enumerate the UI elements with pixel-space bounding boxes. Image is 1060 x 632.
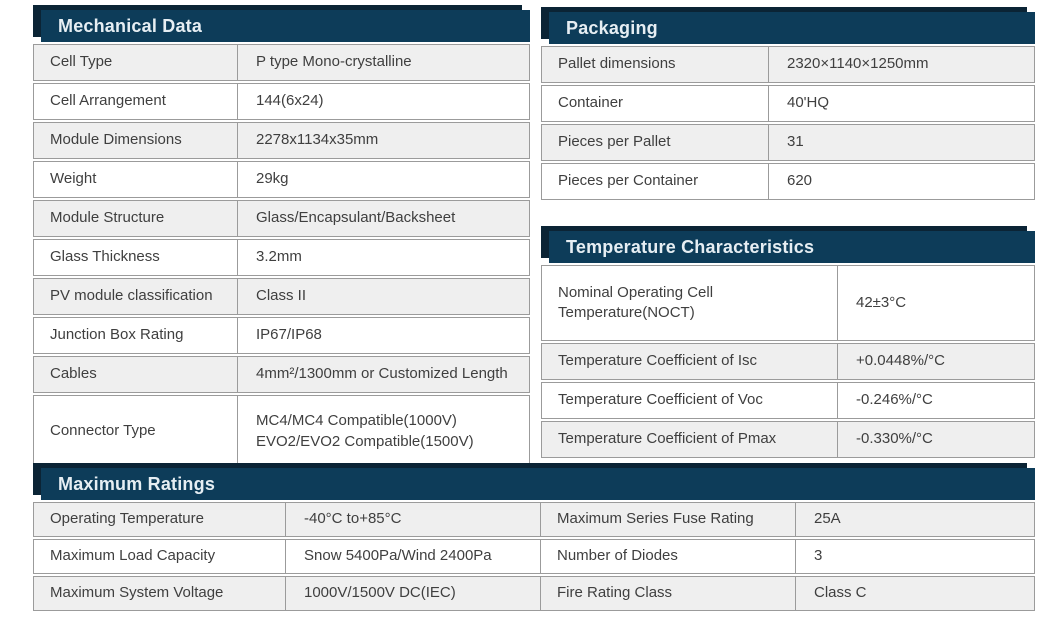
maximum-ratings-header: Maximum Ratings	[33, 463, 1035, 500]
row-label: Maximum Load Capacity	[34, 540, 286, 573]
row-label: Maximum System Voltage	[34, 577, 286, 610]
mechanical-data-body: Cell Type P type Mono-crystalline Cell A…	[33, 44, 530, 468]
row-label: Cables	[34, 357, 238, 392]
row-value: 31	[787, 133, 804, 151]
temperature-body: Nominal Operating Cell Temperature(NOCT)…	[541, 265, 1035, 458]
table-row: Maximum System Voltage 1000V/1500V DC(IE…	[33, 576, 1035, 611]
table-row: Module Dimensions 2278x1134x35mm	[33, 122, 530, 159]
row-value: 2278x1134x35mm	[256, 131, 379, 149]
packaging-header: Packaging	[541, 7, 1035, 44]
row-value: 620	[787, 172, 813, 190]
table-row: Nominal Operating Cell Temperature(NOCT)…	[541, 265, 1035, 341]
row-label: Cell Arrangement	[34, 84, 238, 119]
row-label: Module Dimensions	[34, 123, 238, 158]
table-row: Temperature Coefficient of Isc +0.0448%/…	[541, 343, 1035, 380]
row-value: 42±3°C	[856, 293, 907, 311]
row-label: Maximum Series Fuse Rating	[541, 503, 796, 536]
row-label: Weight	[34, 162, 238, 197]
row-label: Fire Rating Class	[541, 577, 796, 610]
table-title: Temperature Characteristics	[549, 231, 1035, 263]
table-row: Container 40'HQ	[541, 85, 1035, 122]
table-row: Maximum Load Capacity Snow 5400Pa/Wind 2…	[33, 539, 1035, 574]
packaging-table: Packaging Pallet dimensions 2320×1140×12…	[541, 7, 1035, 200]
row-label: Operating Temperature	[34, 503, 286, 536]
temperature-characteristics-table: Temperature Characteristics Nominal Oper…	[541, 226, 1035, 458]
maximum-ratings-body: Operating Temperature -40°C to+85°C Maxi…	[33, 502, 1035, 611]
row-value: -0.330%/°C	[856, 430, 933, 448]
row-value: P type Mono-crystalline	[256, 53, 412, 71]
table-row: Temperature Coefficient of Pmax -0.330%/…	[541, 421, 1035, 458]
table-row: Weight 29kg	[33, 161, 530, 198]
row-label: Nominal Operating Cell Temperature(NOCT)	[542, 266, 838, 340]
row-label: Container	[542, 86, 769, 121]
row-label: PV module classification	[34, 279, 238, 314]
row-value: 3.2mm	[256, 248, 302, 266]
row-label: Pieces per Container	[542, 164, 769, 199]
table-row: Glass Thickness 3.2mm	[33, 239, 530, 276]
packaging-body: Pallet dimensions 2320×1140×1250mm Conta…	[541, 46, 1035, 200]
row-label: Pieces per Pallet	[542, 125, 769, 160]
row-value: 29kg	[256, 170, 289, 188]
table-row: Pieces per Container 620	[541, 163, 1035, 200]
row-value: 25A	[814, 510, 841, 528]
table-title: Packaging	[549, 12, 1035, 44]
row-label: Temperature Coefficient of Voc	[542, 383, 838, 418]
table-row: Connector Type MC4/MC4 Compatible(1000V)…	[33, 395, 530, 468]
row-value: Snow 5400Pa/Wind 2400Pa	[286, 540, 541, 573]
row-label: Pallet dimensions	[542, 47, 769, 82]
table-row: Operating Temperature -40°C to+85°C Maxi…	[33, 502, 1035, 537]
row-value: 4mm²/1300mm or Customized Length	[256, 365, 508, 383]
row-label: Number of Diodes	[541, 540, 796, 573]
row-label: Temperature Coefficient of Pmax	[542, 422, 838, 457]
table-title: Maximum Ratings	[41, 468, 1035, 500]
row-value: 2320×1140×1250mm	[787, 55, 929, 73]
temperature-header: Temperature Characteristics	[541, 226, 1035, 263]
row-value: Class C	[814, 584, 867, 602]
row-value: MC4/MC4 Compatible(1000V) EVO2/EVO2 Comp…	[256, 412, 474, 450]
table-row: Pallet dimensions 2320×1140×1250mm	[541, 46, 1035, 83]
row-value: -0.246%/°C	[856, 391, 933, 409]
mechanical-data-header: Mechanical Data	[33, 5, 530, 42]
table-row: Cell Arrangement 144(6x24)	[33, 83, 530, 120]
row-value: Glass/Encapsulant/Backsheet	[256, 209, 456, 227]
mechanical-data-table: Mechanical Data Cell Type P type Mono-cr…	[33, 5, 530, 468]
row-value: Class II	[256, 287, 307, 305]
row-value: -40°C to+85°C	[286, 503, 541, 536]
table-row: Cell Type P type Mono-crystalline	[33, 44, 530, 81]
row-label: Module Structure	[34, 201, 238, 236]
row-value: 40'HQ	[787, 94, 830, 112]
row-label: Glass Thickness	[34, 240, 238, 275]
row-value: IP67/IP68	[256, 326, 322, 344]
maximum-ratings-table: Maximum Ratings Operating Temperature -4…	[33, 463, 1035, 611]
table-row: PV module classification Class II	[33, 278, 530, 315]
row-label: Temperature Coefficient of Isc	[542, 344, 838, 379]
table-row: Temperature Coefficient of Voc -0.246%/°…	[541, 382, 1035, 419]
row-label: Junction Box Rating	[34, 318, 238, 353]
row-label: Cell Type	[34, 45, 238, 80]
table-row: Pieces per Pallet 31	[541, 124, 1035, 161]
row-value: 144(6x24)	[256, 92, 324, 110]
row-value: +0.0448%/°C	[856, 352, 945, 370]
row-value: 1000V/1500V DC(IEC)	[286, 577, 541, 610]
table-title: Mechanical Data	[41, 10, 530, 42]
table-row: Cables 4mm²/1300mm or Customized Length	[33, 356, 530, 393]
row-value: 3	[814, 547, 823, 565]
row-label: Connector Type	[34, 396, 238, 467]
table-row: Module Structure Glass/Encapsulant/Backs…	[33, 200, 530, 237]
table-row: Junction Box Rating IP67/IP68	[33, 317, 530, 354]
